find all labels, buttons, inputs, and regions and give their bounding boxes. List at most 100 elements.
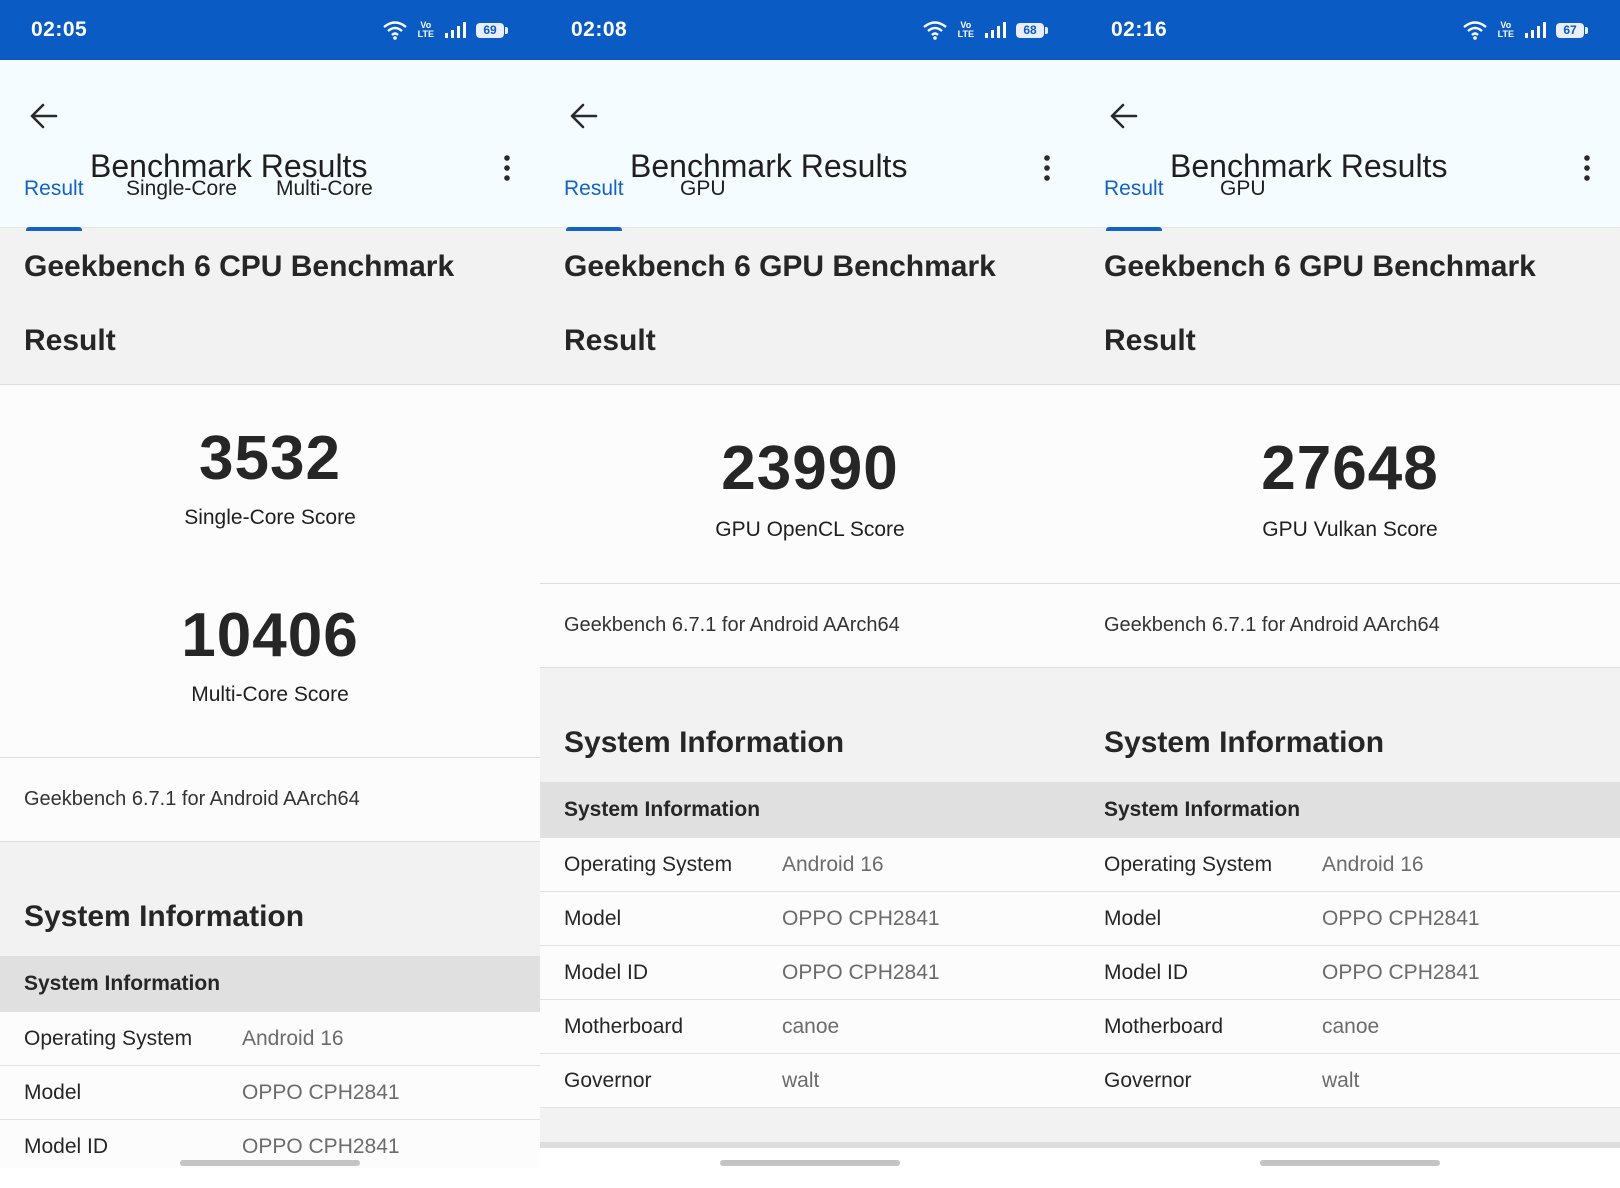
table-row: Operating System Android 16: [540, 838, 1080, 892]
table-row: Governor walt: [540, 1054, 1080, 1108]
version-text: Geekbench 6.7.1 for Android AArch64: [1080, 584, 1620, 668]
row-value: canoe: [782, 1014, 840, 1038]
app-bar: Benchmark Results: [0, 60, 540, 228]
row-key: Model: [564, 906, 622, 930]
wifi-icon: [922, 21, 947, 40]
app-bar: Benchmark Results: [1080, 60, 1620, 228]
result-heading: Result: [24, 324, 116, 357]
row-value: OPPO CPH2841: [782, 906, 940, 930]
row-key: Model ID: [24, 1134, 109, 1158]
home-indicator[interactable]: [720, 1160, 900, 1166]
volte-icon: Vo LTE: [417, 20, 434, 39]
row-value: OPPO CPH2841: [782, 960, 940, 984]
signal-icon: [985, 22, 1006, 38]
row-key: Motherboard: [564, 1014, 684, 1038]
tab-label: GPU: [1220, 177, 1266, 200]
status-time: 02:16: [1111, 18, 1168, 41]
status-bar: 02:05 Vo LTE 69: [0, 0, 540, 60]
tab-label: Single-Core: [126, 177, 237, 200]
home-indicator[interactable]: [1260, 1160, 1440, 1166]
tab-result[interactable]: Result: [1104, 177, 1164, 231]
sysinfo-heading: System Information: [1104, 726, 1385, 759]
tab-label: Result: [24, 177, 84, 200]
app-bar: Benchmark Results: [540, 60, 1080, 228]
tab-indicator: [565, 227, 622, 231]
sysinfo-section: System Information: [540, 668, 1080, 782]
screen-cpu: 02:05 Vo LTE 69: [0, 0, 540, 1188]
home-indicator[interactable]: [180, 1160, 360, 1166]
back-button[interactable]: [564, 96, 604, 136]
sysinfo-heading: System Information: [564, 726, 845, 759]
table-row: Motherboard canoe: [1080, 1000, 1620, 1054]
row-value: OPPO CPH2841: [242, 1080, 400, 1104]
page-title: Benchmark Results: [90, 148, 368, 184]
score-panel: 27648 GPU Vulkan Score: [1080, 384, 1620, 584]
status-bar: 02:08 Vo LTE 68: [540, 0, 1080, 60]
back-button[interactable]: [1104, 96, 1144, 136]
more-vert-icon: [1584, 155, 1590, 181]
table-row: Motherboard canoe: [540, 1000, 1080, 1054]
version-text: Geekbench 6.7.1 for Android AArch64: [0, 758, 540, 842]
tab-gpu[interactable]: GPU: [1220, 177, 1266, 225]
tab-result[interactable]: Result: [24, 177, 84, 231]
row-value: OPPO CPH2841: [1322, 960, 1480, 984]
battery-icon: 67: [1556, 22, 1588, 38]
gpu-opencl-score: 23990: [721, 434, 899, 503]
table-row: Operating System Android 16: [1080, 838, 1620, 892]
row-value: canoe: [1322, 1014, 1380, 1038]
page-title: Benchmark Results: [1170, 148, 1448, 184]
row-key: Operating System: [564, 852, 733, 876]
row-key: Model ID: [564, 960, 649, 984]
screen-gpu-vulkan: 02:16 Vo LTE 67: [1080, 0, 1620, 1188]
back-arrow-icon: [570, 103, 598, 129]
back-arrow-icon: [30, 103, 58, 129]
row-key: Model ID: [1104, 960, 1189, 984]
overflow-menu-button[interactable]: [496, 148, 518, 188]
single-core-label: Single-Core Score: [184, 506, 356, 529]
tab-indicator: [25, 227, 82, 231]
row-value: Android 16: [782, 852, 884, 876]
sysinfo-table-header: System Information: [540, 782, 1080, 838]
sysinfo-table-header: System Information: [0, 956, 540, 1012]
row-key: Motherboard: [1104, 1014, 1224, 1038]
benchmark-header: Geekbench 6 CPU Benchmark Result: [0, 228, 540, 384]
tab-label: Result: [564, 177, 624, 200]
more-vert-icon: [1044, 155, 1050, 181]
row-value: OPPO CPH2841: [1322, 906, 1480, 930]
row-key: Governor: [564, 1068, 652, 1092]
tab-single-core[interactable]: Single-Core: [126, 177, 237, 225]
single-core-score: 3532: [199, 424, 341, 493]
benchmark-header: Geekbench 6 GPU Benchmark Result: [540, 228, 1080, 384]
back-arrow-icon: [1110, 103, 1138, 129]
table-row: Operating System Android 16: [0, 1012, 540, 1066]
tab-multi-core[interactable]: Multi-Core: [276, 177, 373, 225]
signal-icon: [445, 22, 466, 38]
benchmark-title: Geekbench 6 GPU Benchmark: [1104, 250, 1536, 283]
page-title: Benchmark Results: [630, 148, 908, 184]
back-button[interactable]: [24, 96, 64, 136]
table-row: Model OPPO CPH2841: [1080, 892, 1620, 946]
overflow-menu-button[interactable]: [1576, 148, 1598, 188]
volte-icon: Vo LTE: [957, 20, 974, 39]
result-heading: Result: [564, 324, 656, 357]
row-value: walt: [782, 1068, 820, 1092]
tab-label: Multi-Core: [276, 177, 373, 200]
score-panel: 23990 GPU OpenCL Score: [540, 384, 1080, 584]
sysinfo-table-header: System Information: [1080, 782, 1620, 838]
tab-result[interactable]: Result: [564, 177, 624, 231]
table-row: Model OPPO CPH2841: [540, 892, 1080, 946]
nav-area: [0, 1168, 540, 1188]
tab-gpu[interactable]: GPU: [680, 177, 726, 225]
row-key: Operating System: [1104, 852, 1273, 876]
table-row: Model OPPO CPH2841: [0, 1066, 540, 1120]
row-key: Governor: [1104, 1068, 1192, 1092]
row-value: walt: [1322, 1068, 1360, 1092]
tab-label: GPU: [680, 177, 726, 200]
result-heading: Result: [1104, 324, 1196, 357]
gpu-vulkan-label: GPU Vulkan Score: [1262, 518, 1438, 541]
row-key: Model: [24, 1080, 82, 1104]
overflow-menu-button[interactable]: [1036, 148, 1058, 188]
table-row: Governor walt: [1080, 1054, 1620, 1108]
volte-icon: Vo LTE: [1497, 20, 1514, 39]
signal-icon: [1525, 22, 1546, 38]
